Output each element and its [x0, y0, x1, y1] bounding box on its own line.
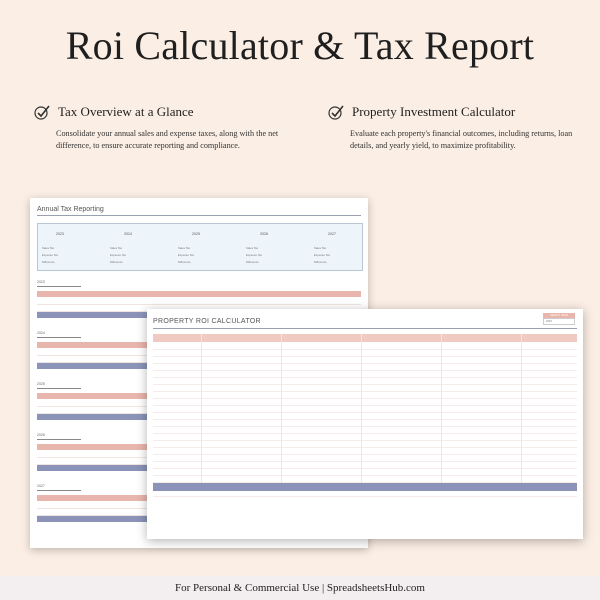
feature-heading: Property Investment Calculator: [352, 104, 516, 119]
year-table-label: 2026: [37, 433, 45, 437]
year-select-label: SELECT YEAR: [543, 313, 575, 318]
sheet-title: Annual Tax Reporting: [37, 206, 104, 213]
table-row: [153, 490, 577, 497]
table-row: [153, 357, 577, 364]
table-row: [153, 448, 577, 455]
feature-roi-calculator: Property Investment Calculator Evaluate …: [328, 104, 578, 152]
tax-summary-panel: 2023 2024 2025 2026 2027 Sales Tax Expen…: [37, 223, 363, 271]
row-label: Sales Tax: [42, 246, 55, 250]
table-total-row: [153, 483, 577, 491]
row-label: Expense Tax: [110, 253, 126, 257]
table-row: [153, 427, 577, 434]
sheet-title: PROPERTY ROI CALCULATOR: [153, 318, 261, 325]
table-row: [153, 343, 577, 350]
row-label: Expense Tax: [314, 253, 330, 257]
table-row: [153, 399, 577, 406]
divider: [153, 328, 577, 329]
table-body: [153, 343, 577, 497]
year-select[interactable]: SELECT YEAR 2023: [543, 313, 575, 325]
table-row: [153, 434, 577, 441]
row-label: Sales Tax: [178, 246, 191, 250]
year-label: 2027: [328, 232, 336, 236]
page-title: Roi Calculator & Tax Report: [65, 23, 535, 68]
table-row: [153, 378, 577, 385]
table-row: [153, 455, 577, 462]
table-row: [153, 462, 577, 469]
row-label: Difference: [110, 260, 123, 264]
table-row: [153, 413, 577, 420]
table-row: [153, 420, 577, 427]
row-label: Expense Tax: [178, 253, 194, 257]
row-label: Sales Tax: [314, 246, 327, 250]
year-table-label: 2023: [37, 280, 45, 284]
row-label: Expense Tax: [246, 253, 262, 257]
year-label: 2024: [124, 232, 132, 236]
footer: For Personal & Commercial Use | Spreadsh…: [0, 576, 600, 600]
roi-calculator-sheet: PROPERTY ROI CALCULATOR SELECT YEAR 2023: [147, 309, 583, 539]
row-label: Expense Tax: [42, 253, 58, 257]
row-label: Difference: [314, 260, 327, 264]
divider: [37, 215, 361, 216]
year-table-label: 2027: [37, 484, 45, 488]
feature-description: Evaluate each property's financial outco…: [350, 129, 573, 150]
table-row: [153, 469, 577, 476]
year-table-label: 2024: [37, 331, 45, 335]
year-label: 2023: [56, 232, 64, 236]
feature-heading: Tax Overview at a Glance: [58, 104, 194, 119]
table-row: [153, 350, 577, 357]
row-label: Difference: [246, 260, 259, 264]
table-row: [153, 385, 577, 392]
row-label: Sales Tax: [110, 246, 123, 250]
table-row: [153, 406, 577, 413]
feature-description: Consolidate your annual sales and expens…: [56, 129, 279, 150]
table-header: [153, 334, 577, 342]
table-row: [153, 476, 577, 483]
row-label: Difference: [178, 260, 191, 264]
feature-tax-overview: Tax Overview at a Glance Consolidate you…: [34, 104, 284, 152]
check-circle-icon: [328, 105, 344, 120]
row-label: Sales Tax: [246, 246, 259, 250]
year-label: 2026: [260, 232, 268, 236]
table-row: [153, 441, 577, 448]
table-row: [153, 392, 577, 399]
table-row: [153, 364, 577, 371]
table-row: [153, 371, 577, 378]
row-label: Difference: [42, 260, 55, 264]
year-table-label: 2025: [37, 382, 45, 386]
year-label: 2025: [192, 232, 200, 236]
year-select-value[interactable]: 2023: [543, 318, 575, 325]
check-circle-icon: [34, 105, 50, 120]
